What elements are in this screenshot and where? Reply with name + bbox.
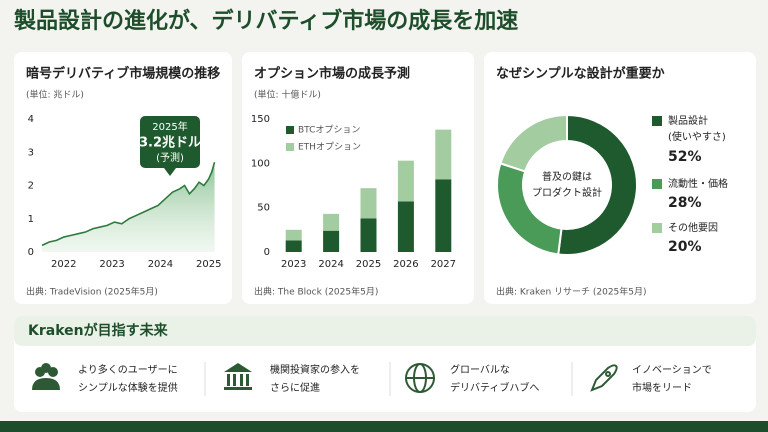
value-label: 28%	[668, 195, 702, 211]
bar	[323, 213, 340, 231]
x-tick-label: 2025	[356, 259, 381, 270]
legend-swatch	[652, 223, 662, 233]
y-tick-label: 150	[251, 114, 270, 125]
x-tick-label: 2025	[196, 259, 221, 270]
vision-item: 機関投資家の参入を	[270, 363, 360, 376]
source: 出典: The Block (2025年5月)	[254, 286, 378, 298]
bar	[435, 129, 452, 180]
y-tick-label: 0	[264, 247, 270, 258]
annotation: (予測)	[156, 151, 184, 164]
x-tick-label: 2023	[99, 259, 124, 270]
page-title: 製品設計の進化が、デリバティブ市場の成長を加速	[13, 8, 518, 34]
source: 出典: Kraken リサーチ (2025年5月)	[496, 286, 647, 298]
x-tick-label: 2024	[148, 259, 173, 270]
x-tick-label: 2024	[318, 259, 343, 270]
value-label: 20%	[668, 239, 702, 255]
vision-item: シンプルな体験を提供	[78, 381, 178, 394]
y-tick-label: 2	[28, 181, 34, 192]
footer-bar	[0, 421, 768, 432]
legend-label: 製品設計	[668, 114, 708, 127]
annotation: 3.2兆ドル	[139, 135, 201, 151]
y-tick-label: 3	[28, 147, 34, 158]
section-title: Krakenが目指す未来	[28, 322, 169, 339]
source: 出典: TradeVision (2025年5月)	[26, 286, 158, 298]
y-tick-label: 1	[28, 214, 34, 225]
x-tick-label: 2022	[51, 259, 76, 270]
donut-slice	[557, 113, 638, 256]
y-tick-label: 4	[28, 114, 34, 125]
vision-item: さらに促進	[270, 381, 320, 394]
legend-label: BTCオプション	[298, 125, 360, 136]
icon-users	[32, 363, 60, 390]
value-label: 52%	[668, 149, 702, 165]
bar	[397, 201, 414, 252]
x-tick-label: 2023	[281, 259, 306, 270]
bar	[323, 230, 340, 252]
legend-swatch	[286, 126, 294, 134]
chart-title: オプション市場の成長予測	[254, 66, 410, 82]
icon-rocket	[590, 364, 618, 392]
annotation-pointer	[164, 168, 176, 176]
donut-slice	[499, 113, 568, 173]
bar	[285, 229, 302, 241]
legend-swatch	[652, 116, 662, 126]
vision-item: より多くのユーザーに	[78, 363, 178, 376]
bar	[285, 240, 302, 252]
x-tick-label: 2026	[393, 259, 418, 270]
unit: (単位: 十億ドル)	[254, 89, 321, 101]
vision-item: イノベーションで	[632, 364, 712, 376]
bar	[360, 218, 377, 252]
bar	[397, 160, 414, 202]
icon-globe	[405, 363, 435, 393]
legend-note: (使いやすさ)	[668, 130, 726, 143]
area	[42, 162, 215, 252]
legend-swatch	[286, 143, 294, 151]
legend-label: その他要因	[668, 221, 718, 234]
legend-swatch	[652, 179, 662, 189]
vision-item: デリバティブハブへ	[450, 381, 539, 394]
y-tick-label: 100	[251, 158, 270, 169]
y-tick-label: 50	[257, 203, 270, 214]
icon-bank	[224, 363, 252, 390]
donut-center	[525, 143, 609, 227]
x-tick-label: 2027	[431, 259, 456, 270]
bar	[360, 188, 377, 219]
vision-item: グローバルな	[450, 363, 510, 376]
center-label: プロダクト設計	[532, 186, 602, 199]
annotation-box	[140, 116, 200, 168]
center-label: 普及の鍵は	[542, 170, 592, 183]
legend-label: ETHオプション	[298, 142, 361, 153]
card-header	[14, 316, 756, 346]
vision-item: 市場をリード	[632, 381, 692, 394]
chart-title: なぜシンプルな設計が重要か	[496, 66, 665, 82]
y-tick-label: 0	[28, 247, 34, 258]
unit: (単位: 兆ドル)	[26, 89, 84, 101]
annotation: 2025年	[152, 120, 187, 133]
line	[41, 162, 216, 247]
chart-title: 暗号デリバティブ市場規模の推移	[26, 66, 220, 82]
bar	[435, 179, 452, 252]
legend-label: 流動性・価格	[668, 177, 728, 190]
